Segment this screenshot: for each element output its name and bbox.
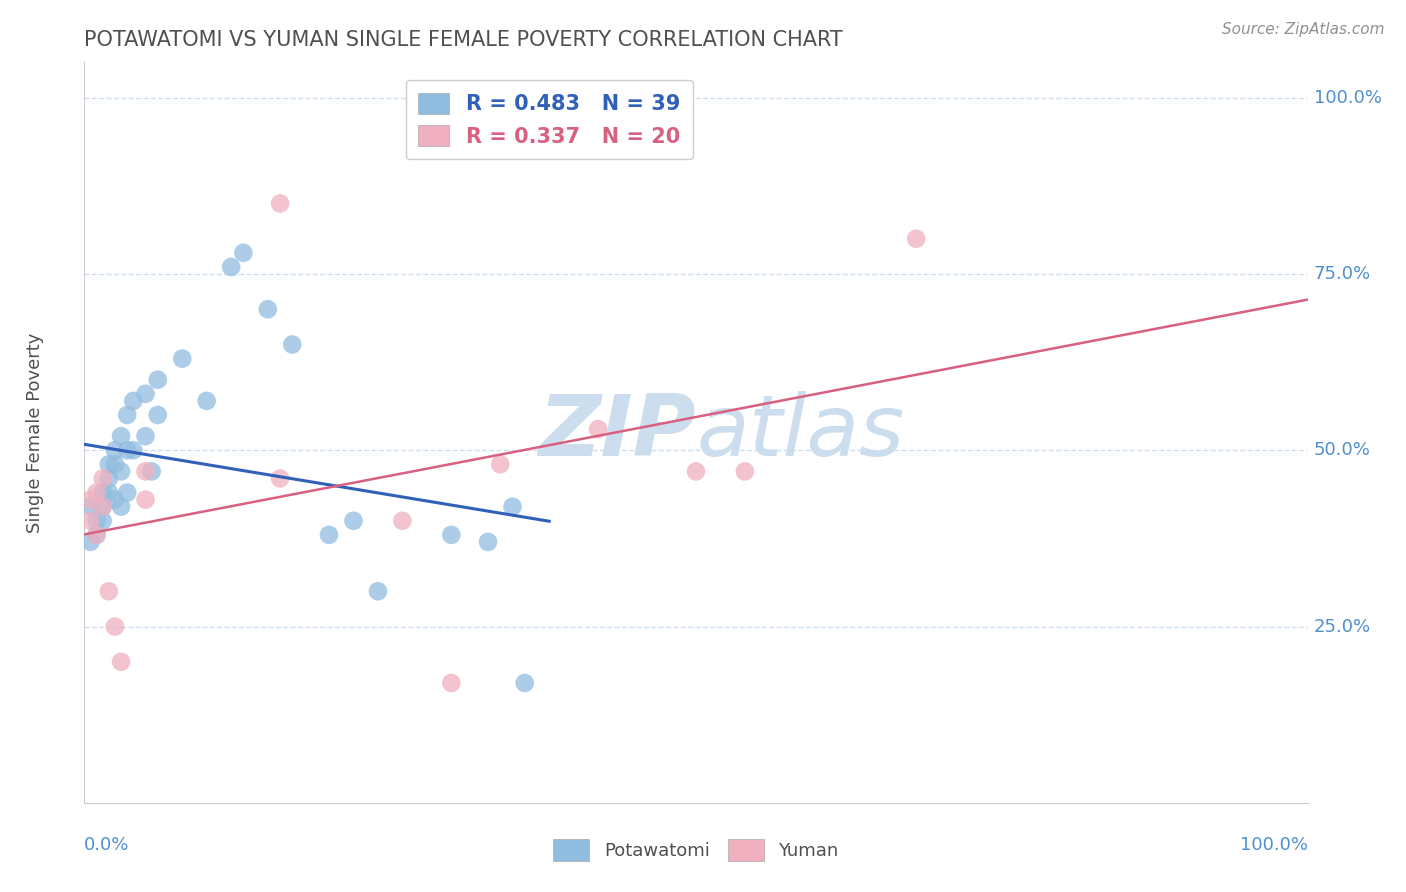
Legend: Potawatomi, Yuman: Potawatomi, Yuman bbox=[546, 831, 846, 868]
Text: Source: ZipAtlas.com: Source: ZipAtlas.com bbox=[1222, 22, 1385, 37]
Point bbox=[86, 485, 108, 500]
Text: 100.0%: 100.0% bbox=[1240, 836, 1308, 855]
Point bbox=[257, 302, 280, 317]
Point bbox=[232, 245, 254, 260]
Point bbox=[110, 500, 132, 514]
Point bbox=[135, 387, 157, 401]
Point bbox=[172, 351, 194, 366]
Point bbox=[367, 584, 389, 599]
Point bbox=[79, 514, 101, 528]
Point bbox=[905, 232, 928, 246]
Point bbox=[734, 464, 756, 478]
Point bbox=[281, 337, 304, 351]
Text: POTAWATOMI VS YUMAN SINGLE FEMALE POVERTY CORRELATION CHART: POTAWATOMI VS YUMAN SINGLE FEMALE POVERT… bbox=[84, 29, 844, 50]
Point bbox=[91, 485, 114, 500]
Point bbox=[86, 528, 108, 542]
Point bbox=[110, 429, 132, 443]
Point bbox=[269, 196, 291, 211]
Point bbox=[115, 485, 138, 500]
Point bbox=[91, 514, 114, 528]
Point bbox=[104, 443, 127, 458]
Point bbox=[97, 458, 120, 472]
Point bbox=[141, 464, 163, 478]
Point bbox=[97, 584, 120, 599]
Text: Single Female Poverty: Single Female Poverty bbox=[27, 333, 45, 533]
Point bbox=[91, 500, 114, 514]
Point bbox=[135, 464, 157, 478]
Point bbox=[219, 260, 242, 274]
Text: 25.0%: 25.0% bbox=[1313, 617, 1371, 635]
Point bbox=[86, 514, 108, 528]
Text: 100.0%: 100.0% bbox=[1313, 88, 1382, 107]
Point bbox=[104, 492, 127, 507]
Point bbox=[440, 676, 463, 690]
Point bbox=[86, 528, 108, 542]
Point bbox=[97, 471, 120, 485]
Point bbox=[104, 619, 127, 633]
Point bbox=[91, 500, 114, 514]
Point bbox=[122, 393, 145, 408]
Point bbox=[110, 655, 132, 669]
Point bbox=[342, 514, 364, 528]
Point bbox=[135, 429, 157, 443]
Point bbox=[115, 408, 138, 422]
Point bbox=[489, 458, 512, 472]
Text: 75.0%: 75.0% bbox=[1313, 265, 1371, 283]
Point bbox=[513, 676, 536, 690]
Point bbox=[122, 443, 145, 458]
Point bbox=[146, 373, 169, 387]
Text: ZIP: ZIP bbox=[538, 391, 696, 475]
Point bbox=[91, 471, 114, 485]
Point bbox=[110, 464, 132, 478]
Point bbox=[269, 471, 291, 485]
Point bbox=[104, 458, 127, 472]
Point bbox=[440, 528, 463, 542]
Point bbox=[115, 443, 138, 458]
Point bbox=[391, 514, 413, 528]
Point bbox=[318, 528, 340, 542]
Point bbox=[97, 485, 120, 500]
Point bbox=[477, 535, 499, 549]
Point bbox=[195, 393, 218, 408]
Point bbox=[685, 464, 707, 478]
Point bbox=[586, 422, 609, 436]
Point bbox=[135, 492, 157, 507]
Point bbox=[79, 500, 101, 514]
Text: 50.0%: 50.0% bbox=[1313, 442, 1371, 459]
Point bbox=[79, 492, 101, 507]
Point bbox=[79, 535, 101, 549]
Point bbox=[502, 500, 524, 514]
Text: 0.0%: 0.0% bbox=[84, 836, 129, 855]
Text: atlas: atlas bbox=[696, 391, 904, 475]
Point bbox=[146, 408, 169, 422]
